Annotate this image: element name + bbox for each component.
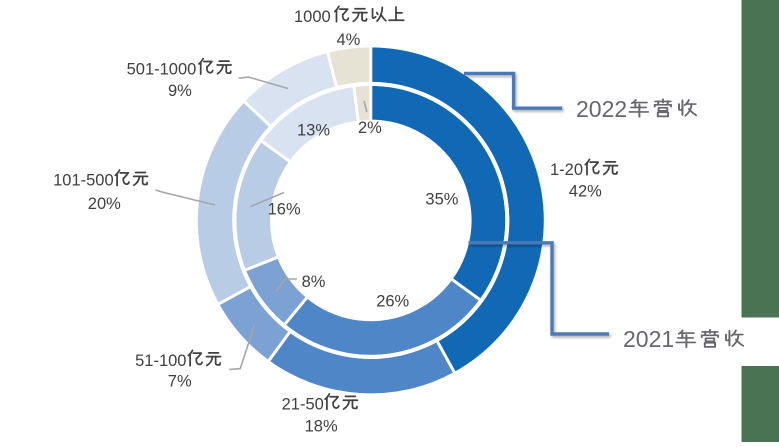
svg-text:2021: 2021 xyxy=(623,326,674,352)
svg-text:8%: 8% xyxy=(302,273,326,291)
svg-text:1000: 1000 xyxy=(294,8,331,26)
svg-text:9%: 9% xyxy=(168,82,192,100)
svg-text:20%: 20% xyxy=(88,195,121,213)
svg-text:2022: 2022 xyxy=(576,96,627,122)
svg-text:51-100: 51-100 xyxy=(135,352,186,370)
svg-text:4%: 4% xyxy=(337,31,361,49)
svg-text:2%: 2% xyxy=(358,119,382,137)
svg-text:13%: 13% xyxy=(297,121,330,139)
svg-text:501-1000: 501-1000 xyxy=(127,60,197,78)
svg-text:101-500: 101-500 xyxy=(53,172,114,190)
svg-text:1-20: 1-20 xyxy=(550,161,583,179)
svg-text:7%: 7% xyxy=(168,373,192,391)
svg-text:42%: 42% xyxy=(569,183,602,201)
svg-text:26%: 26% xyxy=(376,292,409,310)
svg-text:21-50: 21-50 xyxy=(282,396,324,414)
svg-text:18%: 18% xyxy=(305,418,338,436)
svg-text:16%: 16% xyxy=(268,201,301,219)
svg-text:35%: 35% xyxy=(425,190,458,208)
